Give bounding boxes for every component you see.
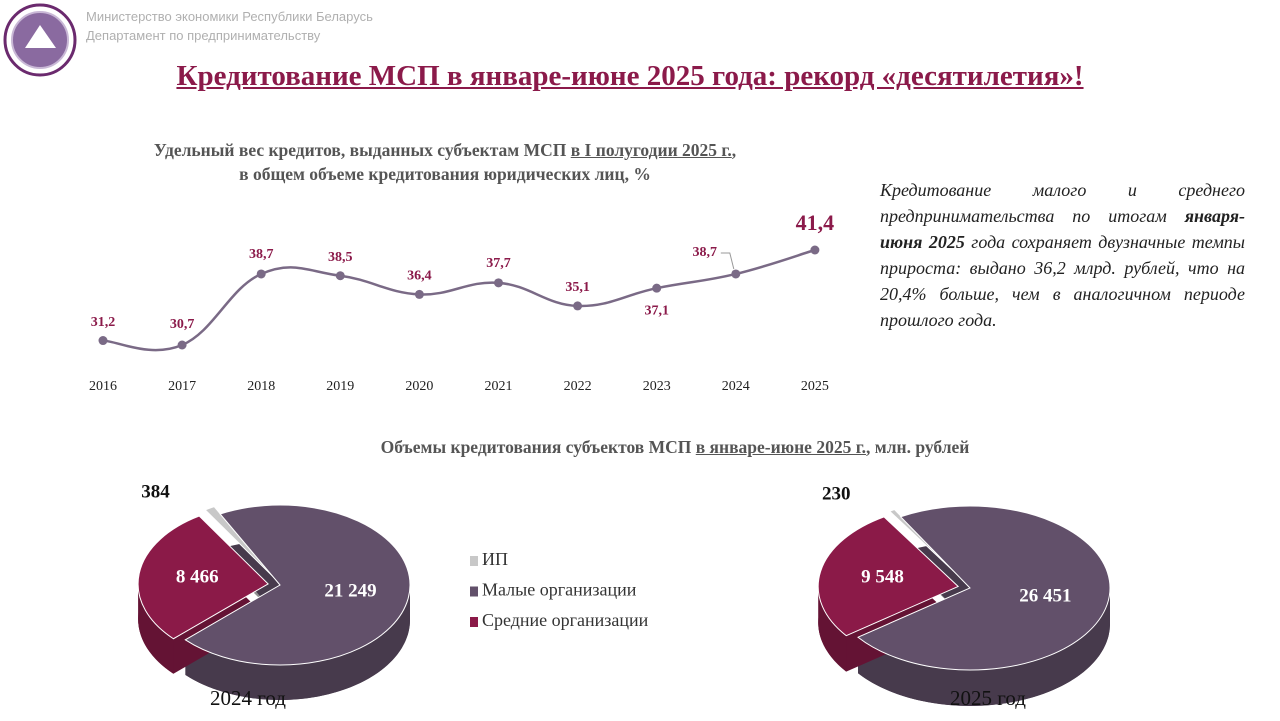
- dept-name: Департамент по предпринимательству: [86, 28, 321, 43]
- value-label: 31,2: [91, 315, 116, 330]
- legend-swatch: [470, 556, 478, 566]
- summary-text: Кредитование малого и среднего предприни…: [880, 177, 1245, 333]
- series-label: 2024 год: [210, 686, 286, 710]
- leader-line: [720, 252, 735, 270]
- pie-slice: [204, 506, 275, 579]
- x-tick-label: 2022: [564, 379, 592, 394]
- x-tick-label: 2021: [485, 379, 513, 394]
- value-label: 8 466: [176, 567, 219, 588]
- x-tick-label: 2020: [405, 379, 433, 394]
- logo: [3, 3, 77, 77]
- point: [494, 278, 503, 288]
- value-label: 38,7: [249, 247, 274, 262]
- value-label: 36,4: [407, 269, 432, 284]
- pie-slice: [137, 515, 269, 640]
- title-part: ,: [731, 140, 737, 160]
- value-label: 37,1: [644, 303, 669, 318]
- series-label: 2025 год: [950, 686, 1026, 710]
- point: [573, 301, 583, 311]
- subtitle: в общем объеме кредитования юридических …: [239, 164, 651, 184]
- page-title: Кредитование МСП в январе-июне 2025 года…: [176, 60, 1084, 92]
- value-label: 9 548: [861, 567, 904, 588]
- org-name: Министерство экономики Республики Белару…: [86, 9, 373, 24]
- pie-slice: [857, 505, 1111, 671]
- x-tick-label: 2016: [89, 379, 117, 394]
- pie-side: [818, 586, 847, 672]
- x-tick-label: 2023: [643, 379, 671, 394]
- x-tick-label: 2018: [247, 379, 275, 394]
- value-label: 21 249: [324, 581, 376, 602]
- point: [731, 269, 741, 279]
- value-label: 384: [141, 481, 170, 502]
- x-tick-label: 2024: [722, 379, 750, 394]
- point: [98, 336, 108, 346]
- x-tick-label: 2017: [168, 379, 196, 394]
- value-label: 35,1: [565, 280, 590, 295]
- legend-label: Средние организации: [482, 610, 649, 630]
- title-part: , млн. рублей: [866, 437, 970, 457]
- line: [102, 248, 816, 352]
- title-part: Объемы кредитования субъектов МСП: [380, 437, 696, 457]
- point: [810, 245, 820, 255]
- pie-side: [138, 583, 174, 674]
- pie-slice: [184, 504, 411, 666]
- legend-label: Малые организации: [482, 580, 637, 600]
- legend-swatch: [470, 617, 478, 627]
- pie-chart-title: Объемы кредитования субъектов МСП в янва…: [250, 435, 1100, 459]
- pie-side: [185, 585, 410, 701]
- point: [177, 340, 187, 350]
- value-label: 30,7: [170, 317, 195, 332]
- pie-slice: [817, 516, 960, 637]
- text-part: января-июня 2025: [880, 206, 1245, 252]
- x-tick-label: 2025: [801, 379, 829, 394]
- title-part: Удельный вес кредитов, выданных субъекта…: [153, 140, 571, 160]
- point: [414, 289, 424, 299]
- text-part: года сохраняет двузначные темпы прироста…: [880, 232, 1245, 330]
- value-label: 38,5: [328, 250, 353, 265]
- value-label: 41,4: [796, 210, 835, 235]
- value-label: 26 451: [1019, 586, 1071, 607]
- x-tick-label: 2019: [326, 379, 354, 394]
- value-label: 230: [822, 483, 851, 504]
- legend-label: ИП: [482, 549, 508, 569]
- pie-side: [858, 588, 1110, 706]
- point: [335, 271, 345, 281]
- legend-swatch: [470, 586, 478, 597]
- point: [256, 269, 266, 279]
- title-part: в I полугодии 2025 г.: [570, 140, 732, 160]
- text-part: Кредитование малого и среднего предприни…: [880, 180, 1245, 226]
- value-label: 37,7: [486, 256, 511, 271]
- point: [652, 283, 662, 293]
- line-chart-title: Удельный вес кредитов, выданных субъекта…: [60, 138, 830, 186]
- value-label: 38,7: [693, 245, 718, 260]
- title-part: в январе-июне 2025 г.: [695, 437, 867, 457]
